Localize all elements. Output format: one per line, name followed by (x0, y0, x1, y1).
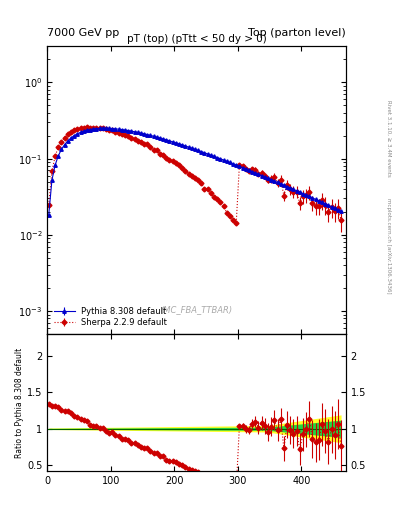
Text: 7000 GeV pp: 7000 GeV pp (47, 28, 119, 38)
Legend: Pythia 8.308 default, Sherpa 2.2.9 default: Pythia 8.308 default, Sherpa 2.2.9 defau… (51, 304, 170, 330)
Text: mcplots.cern.ch [arXiv:1306.3436]: mcplots.cern.ch [arXiv:1306.3436] (386, 198, 391, 293)
Title: pT (top) (pTtt < 50 dy > 0): pT (top) (pTtt < 50 dy > 0) (127, 34, 266, 44)
Text: (MC_FBA_TTBAR): (MC_FBA_TTBAR) (160, 305, 233, 314)
Text: Rivet 3.1.10, ≥ 3.4M events: Rivet 3.1.10, ≥ 3.4M events (386, 100, 391, 177)
Text: Top (parton level): Top (parton level) (248, 28, 346, 38)
Y-axis label: Ratio to Pythia 8.308 default: Ratio to Pythia 8.308 default (15, 347, 24, 458)
